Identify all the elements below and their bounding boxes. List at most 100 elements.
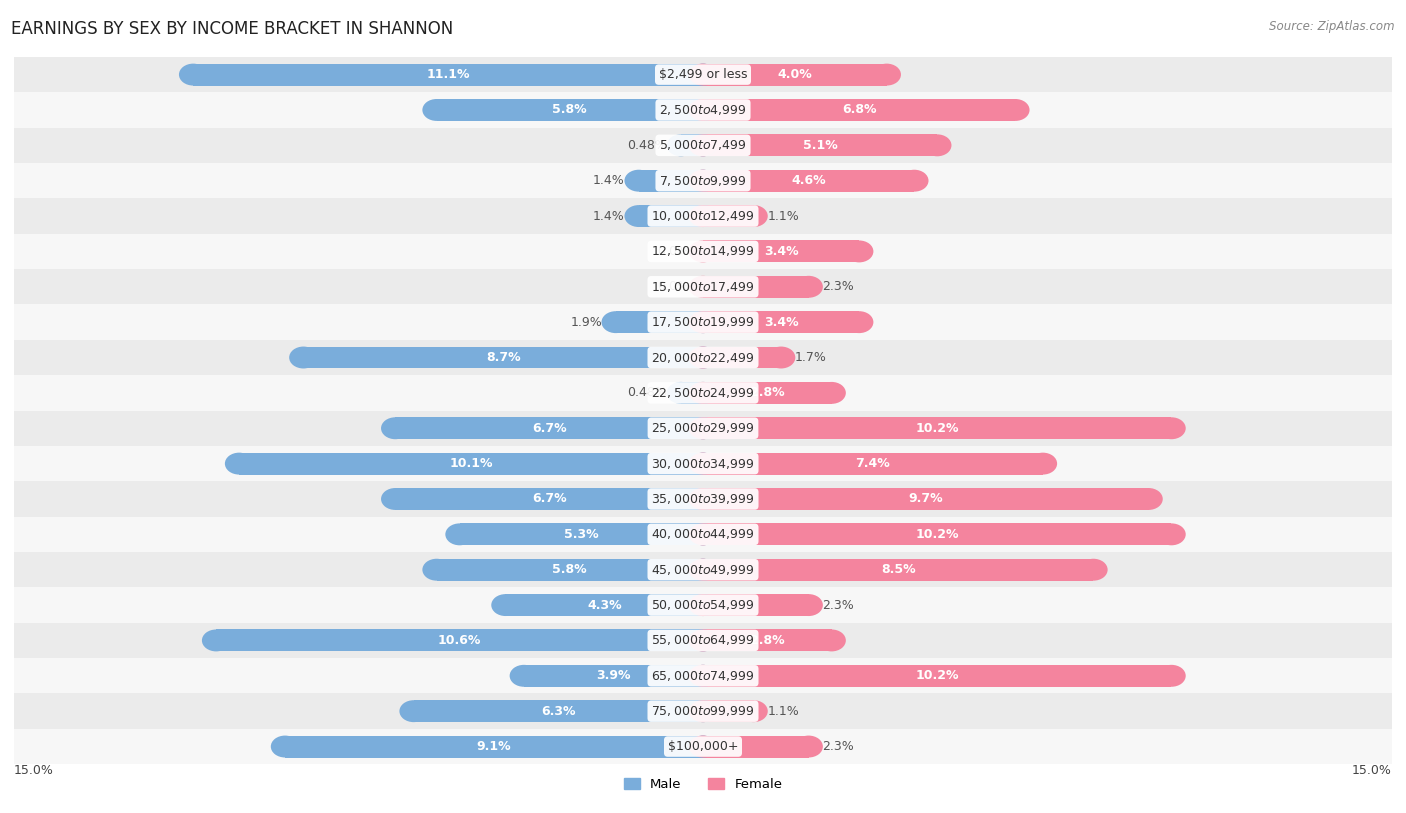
Bar <box>193 63 703 85</box>
Circle shape <box>1080 559 1108 580</box>
Text: 2.3%: 2.3% <box>823 740 855 753</box>
Text: $2,500 to $4,999: $2,500 to $4,999 <box>659 103 747 117</box>
Legend: Male, Female: Male, Female <box>619 773 787 797</box>
Text: 15.0%: 15.0% <box>1353 764 1392 777</box>
Text: 6.7%: 6.7% <box>531 493 567 506</box>
Text: 6.8%: 6.8% <box>842 103 876 116</box>
Bar <box>14 198 1392 234</box>
Circle shape <box>740 205 768 227</box>
Bar <box>703 700 754 722</box>
Text: $5,000 to $7,499: $5,000 to $7,499 <box>659 138 747 152</box>
Text: 9.7%: 9.7% <box>908 493 943 506</box>
Text: 6.3%: 6.3% <box>541 705 575 718</box>
Bar <box>703 241 859 263</box>
Text: 2.8%: 2.8% <box>749 634 785 647</box>
Circle shape <box>817 629 846 651</box>
Circle shape <box>689 241 717 263</box>
Circle shape <box>399 700 427 722</box>
Bar <box>14 623 1392 659</box>
Text: 4.0%: 4.0% <box>778 68 813 81</box>
Text: 1.4%: 1.4% <box>593 210 624 223</box>
Bar <box>413 700 703 722</box>
Circle shape <box>689 170 717 192</box>
Bar <box>14 517 1392 552</box>
Circle shape <box>624 205 652 227</box>
Bar <box>437 99 703 121</box>
Bar <box>304 346 703 368</box>
Circle shape <box>689 63 717 85</box>
Bar <box>217 629 703 651</box>
Bar <box>703 665 1171 687</box>
Text: 3.9%: 3.9% <box>596 669 631 682</box>
Bar <box>14 269 1392 304</box>
Circle shape <box>509 665 538 687</box>
Text: $12,500 to $14,999: $12,500 to $14,999 <box>651 245 755 259</box>
Circle shape <box>689 559 717 580</box>
Text: $22,500 to $24,999: $22,500 to $24,999 <box>651 386 755 400</box>
Circle shape <box>1157 417 1185 439</box>
Circle shape <box>689 736 717 758</box>
Text: $75,000 to $99,999: $75,000 to $99,999 <box>651 704 755 718</box>
Text: 5.1%: 5.1% <box>803 139 838 152</box>
Circle shape <box>845 311 873 333</box>
Bar <box>616 311 703 333</box>
Text: $17,500 to $19,999: $17,500 to $19,999 <box>651 315 755 329</box>
Bar <box>14 92 1392 128</box>
Text: 10.2%: 10.2% <box>915 669 959 682</box>
Circle shape <box>666 134 695 156</box>
Bar <box>638 205 703 227</box>
Bar <box>395 488 703 510</box>
Text: 8.7%: 8.7% <box>486 351 520 364</box>
Circle shape <box>624 170 652 192</box>
Text: 3.4%: 3.4% <box>763 245 799 258</box>
Bar <box>681 134 703 156</box>
Bar <box>239 453 703 475</box>
Circle shape <box>689 700 717 722</box>
Bar <box>437 559 703 580</box>
Circle shape <box>225 453 253 475</box>
Bar <box>703 311 859 333</box>
Circle shape <box>1157 665 1185 687</box>
Text: 15.0%: 15.0% <box>14 764 53 777</box>
Bar <box>14 587 1392 623</box>
Bar <box>14 411 1392 446</box>
Bar <box>14 659 1392 693</box>
Bar <box>506 594 703 616</box>
Circle shape <box>689 559 717 580</box>
Circle shape <box>666 382 695 404</box>
Circle shape <box>422 99 451 121</box>
Text: 10.2%: 10.2% <box>915 422 959 435</box>
Text: 2.8%: 2.8% <box>749 386 785 399</box>
Bar <box>703 346 782 368</box>
Circle shape <box>794 594 823 616</box>
Text: 1.9%: 1.9% <box>571 315 602 328</box>
Bar <box>703 63 887 85</box>
Text: Source: ZipAtlas.com: Source: ZipAtlas.com <box>1270 20 1395 33</box>
Bar <box>14 552 1392 587</box>
Circle shape <box>689 134 717 156</box>
Text: $65,000 to $74,999: $65,000 to $74,999 <box>651 669 755 683</box>
Bar <box>638 170 703 192</box>
Text: 5.8%: 5.8% <box>553 563 588 576</box>
Text: 9.1%: 9.1% <box>477 740 512 753</box>
Text: 4.6%: 4.6% <box>792 174 825 187</box>
Text: 2.3%: 2.3% <box>823 598 855 611</box>
Bar <box>14 163 1392 198</box>
Circle shape <box>491 594 520 616</box>
Text: 0.0%: 0.0% <box>657 280 689 293</box>
Circle shape <box>689 453 717 475</box>
Circle shape <box>422 559 451 580</box>
Text: $10,000 to $12,499: $10,000 to $12,499 <box>651 209 755 223</box>
Circle shape <box>290 346 318 368</box>
Bar <box>14 446 1392 481</box>
Bar <box>703 559 1094 580</box>
Circle shape <box>446 524 474 546</box>
Bar <box>703 276 808 298</box>
Bar <box>285 736 703 758</box>
Circle shape <box>689 736 717 758</box>
Text: $50,000 to $54,999: $50,000 to $54,999 <box>651 598 755 612</box>
Bar <box>14 128 1392 163</box>
Text: $100,000+: $100,000+ <box>668 740 738 753</box>
Bar <box>14 729 1392 764</box>
Circle shape <box>794 276 823 298</box>
